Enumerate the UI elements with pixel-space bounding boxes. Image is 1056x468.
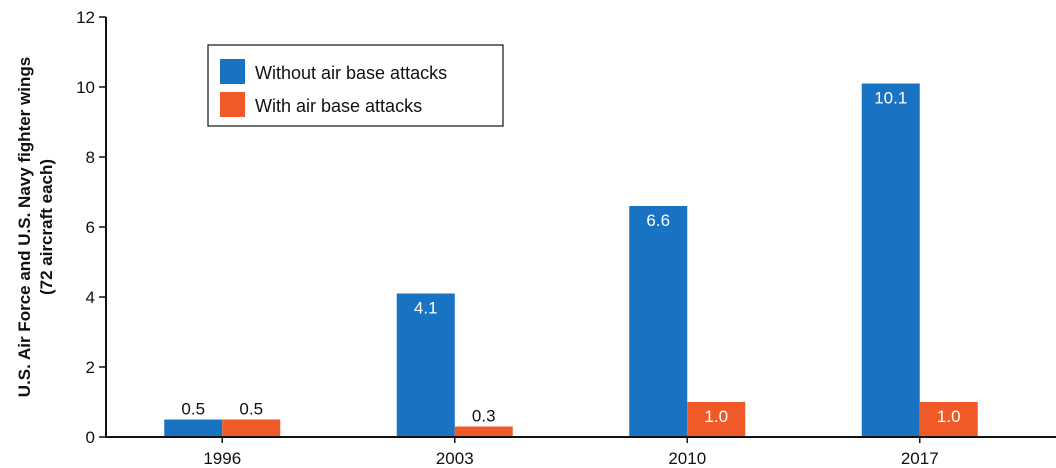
x-tick-label: 1996 bbox=[203, 449, 241, 468]
data-label: 0.3 bbox=[472, 407, 496, 426]
bar-without-2003 bbox=[396, 293, 455, 437]
bars: 0.5 0.5 4.1 0.3 6.6 1.0 10.1 1.0 bbox=[164, 83, 978, 437]
legend-swatch-with bbox=[220, 92, 245, 117]
legend-label-with: With air base attacks bbox=[255, 96, 422, 116]
data-label: 4.1 bbox=[414, 299, 438, 318]
legend-box bbox=[207, 44, 504, 127]
data-label: 0.5 bbox=[181, 400, 205, 419]
y-tick-label: 12 bbox=[76, 8, 95, 27]
y-ticks: 0 2 4 6 8 10 12 bbox=[76, 8, 106, 447]
y-tick-label: 8 bbox=[86, 148, 95, 167]
data-label: 0.5 bbox=[239, 400, 263, 419]
bar-with-1996 bbox=[222, 419, 281, 437]
y-axis-title-line-1: U.S. Air Force and U.S. Navy fighter win… bbox=[15, 57, 34, 397]
y-tick-label: 4 bbox=[86, 288, 95, 307]
data-label: 1.0 bbox=[937, 407, 961, 426]
legend-swatch-without bbox=[220, 59, 245, 84]
y-tick-label: 0 bbox=[86, 428, 95, 447]
bar-without-1996 bbox=[164, 419, 223, 437]
y-tick-label: 10 bbox=[76, 78, 95, 97]
x-ticks: 1996 2003 2010 2017 bbox=[203, 437, 939, 468]
y-axis-title: U.S. Air Force and U.S. Navy fighter win… bbox=[15, 57, 56, 397]
legend-label-without: Without air base attacks bbox=[255, 63, 447, 83]
data-label: 1.0 bbox=[704, 407, 728, 426]
data-label: 6.6 bbox=[646, 211, 670, 230]
x-tick-label: 2010 bbox=[668, 449, 706, 468]
bar-without-2010 bbox=[629, 206, 688, 437]
x-tick-label: 2017 bbox=[901, 449, 939, 468]
bar-with-2017 bbox=[919, 402, 978, 437]
bar-with-2010 bbox=[687, 402, 746, 437]
y-axis-title-line-2: (72 aircraft each) bbox=[37, 159, 56, 295]
x-tick-label: 2003 bbox=[436, 449, 474, 468]
legend: Without air base attacks With air base a… bbox=[207, 44, 504, 127]
y-tick-label: 6 bbox=[86, 218, 95, 237]
bar-with-2003 bbox=[454, 426, 513, 437]
data-label: 10.1 bbox=[874, 89, 907, 108]
y-tick-label: 2 bbox=[86, 358, 95, 377]
bar-without-2017 bbox=[861, 83, 920, 437]
